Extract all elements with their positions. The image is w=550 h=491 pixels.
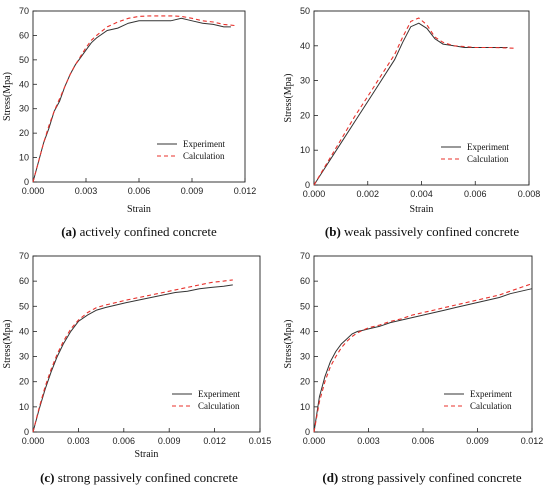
legend-experiment-label: Experiment (470, 389, 512, 399)
x-tick-label: 0.012 (234, 186, 257, 196)
panel-caption-letter: (b) (325, 224, 341, 239)
y-axis-label: Stress(Mpa) (283, 320, 294, 369)
x-tick-label: 0.003 (357, 436, 380, 446)
chart-panel-4: 0.000 0.003 0.006 0.009 0.012 0 10 20 30 40 50 60 70… (283, 251, 543, 485)
y-tick-label: 40 (300, 326, 310, 336)
y-tick-label: 60 (19, 276, 29, 286)
x-axis-label: Strain (410, 204, 434, 215)
x-tick-label: 0.008 (518, 189, 541, 199)
panel-caption: (d) strong passively confined concrete (322, 470, 522, 485)
series-experiment-line (32, 284, 233, 433)
y-tick-label: 70 (19, 6, 29, 16)
panel-caption-text: strong passively confined concrete (55, 470, 239, 485)
y-tick-label: 50 (300, 301, 310, 311)
x-tick-label: 0.009 (466, 436, 489, 446)
x-tick-label: 0.000 (303, 189, 326, 199)
y-tick-label: 50 (19, 301, 29, 311)
x-tick-label: 0.003 (75, 186, 98, 196)
panel-caption-text: strong passively confined concrete (338, 470, 522, 485)
y-tick-label: 0 (24, 177, 29, 187)
y-tick-label: 60 (19, 30, 29, 40)
y-tick-label: 20 (19, 377, 29, 387)
series-experiment-line (313, 22, 508, 186)
y-axis-label: Stress(Mpa) (2, 320, 13, 369)
panel-caption: (a) actively confined concrete (61, 224, 217, 239)
x-tick-label: 0.000 (22, 186, 45, 196)
x-tick-label: 0.012 (203, 436, 226, 446)
x-tick-label: 0.004 (410, 189, 433, 199)
panel-caption: (b) weak passively confined concrete (325, 224, 519, 239)
series-calculation-line (32, 279, 233, 433)
y-tick-label: 0 (305, 427, 310, 437)
y-tick-label: 30 (19, 104, 29, 114)
y-tick-label: 10 (19, 153, 29, 163)
y-tick-label: 20 (19, 128, 29, 138)
y-tick-label: 50 (19, 55, 29, 65)
y-axis-label: Stress(Mpa) (283, 74, 294, 123)
y-tick-label: 40 (300, 41, 310, 51)
y-tick-label: 0 (305, 180, 310, 190)
x-tick-label: 0.009 (181, 186, 204, 196)
legend-calculation-label: Calculation (470, 401, 512, 411)
x-tick-label: 0.000 (303, 436, 326, 446)
chart-panel-2: 0.000 0.002 0.004 0.006 0.008 0 10 20 30 40 50 Stra… (283, 6, 540, 239)
y-axis-label: Stress(Mpa) (2, 72, 13, 121)
x-tick-label: 0.015 (249, 436, 272, 446)
legend-calculation-label: Calculation (183, 151, 225, 161)
legend-calculation-label: Calculation (198, 401, 240, 411)
legend-experiment-label: Experiment (467, 142, 509, 152)
x-axis-label: Strain (127, 204, 151, 215)
y-tick-label: 20 (300, 110, 310, 120)
chart-panel-3: 0.000 0.003 0.006 0.009 0.012 0.015 0 10 20 30 40 5… (2, 251, 271, 485)
y-tick-label: 30 (19, 352, 29, 362)
x-tick-label: 0.006 (464, 189, 487, 199)
y-tick-label: 0 (24, 427, 29, 437)
plot-frame (32, 255, 261, 433)
x-tick-label: 0.009 (158, 436, 181, 446)
series-experiment-line (32, 17, 231, 183)
x-tick-label: 0.012 (521, 436, 544, 446)
x-tick-label: 0.006 (412, 436, 435, 446)
x-tick-label: 0.000 (22, 436, 45, 446)
y-tick-label: 10 (300, 402, 310, 412)
panel-caption-letter: (c) (40, 470, 54, 485)
x-tick-label: 0.002 (356, 189, 379, 199)
legend-experiment-label: Experiment (198, 389, 240, 399)
x-tick-label: 0.006 (113, 436, 136, 446)
panel-caption: (c) strong passively confined concrete (40, 470, 238, 485)
x-axis-label: Strain (135, 449, 159, 460)
legend-experiment-label: Experiment (183, 139, 225, 149)
chart-panel-1: 0.000 0.003 0.006 0.009 0.012 0 10 20 30 40 50 60 70… (2, 6, 256, 239)
y-tick-label: 10 (300, 145, 310, 155)
panel-caption-text: weak passively confined concrete (341, 224, 520, 239)
x-tick-label: 0.003 (67, 436, 90, 446)
y-tick-label: 40 (19, 79, 29, 89)
series-calculation-line (313, 283, 533, 433)
panel-caption-letter: (d) (322, 470, 338, 485)
x-tick-label: 0.006 (128, 186, 151, 196)
y-tick-label: 70 (19, 251, 29, 261)
series-experiment-line (313, 288, 533, 433)
y-tick-label: 20 (300, 377, 310, 387)
legend-calculation-label: Calculation (467, 154, 509, 164)
y-tick-label: 60 (300, 276, 310, 286)
panel-caption-text: actively confined concrete (76, 224, 217, 239)
series-calculation-line (32, 15, 237, 183)
y-tick-label: 70 (300, 251, 310, 261)
y-tick-label: 30 (300, 76, 310, 86)
panel-caption-letter: (a) (61, 224, 76, 239)
y-tick-label: 50 (300, 6, 310, 16)
y-tick-label: 40 (19, 326, 29, 336)
y-tick-label: 30 (300, 352, 310, 362)
y-tick-label: 10 (19, 402, 29, 412)
